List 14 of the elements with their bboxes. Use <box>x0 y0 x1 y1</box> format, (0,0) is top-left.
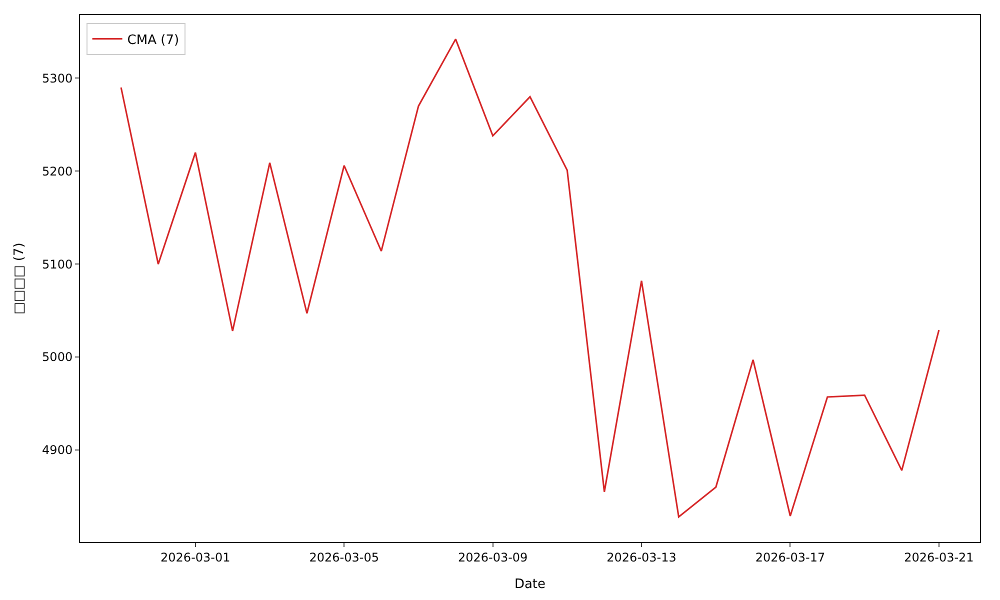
x-tick-label: 2026-03-13 <box>606 550 676 564</box>
x-tick-label: 2026-03-17 <box>755 550 826 564</box>
y-tick-label: 5100 <box>42 257 73 272</box>
x-tick-label: 2026-03-21 <box>904 550 974 564</box>
y-tick-label: 4900 <box>42 443 73 458</box>
x-tick-label: 2026-03-09 <box>458 550 528 564</box>
x-axis-title: Date <box>514 577 546 592</box>
y-tick-label: 5200 <box>42 164 73 178</box>
x-tick-label: 2026-03-05 <box>309 550 379 564</box>
x-tick-label: 2026-03-01 <box>160 550 230 564</box>
legend-label: CMA (7) <box>127 32 180 48</box>
y-tick-label: 5000 <box>42 350 73 364</box>
y-tick-label: 5300 <box>42 71 73 86</box>
y-axis-title: □□□□ (7) <box>12 242 28 314</box>
